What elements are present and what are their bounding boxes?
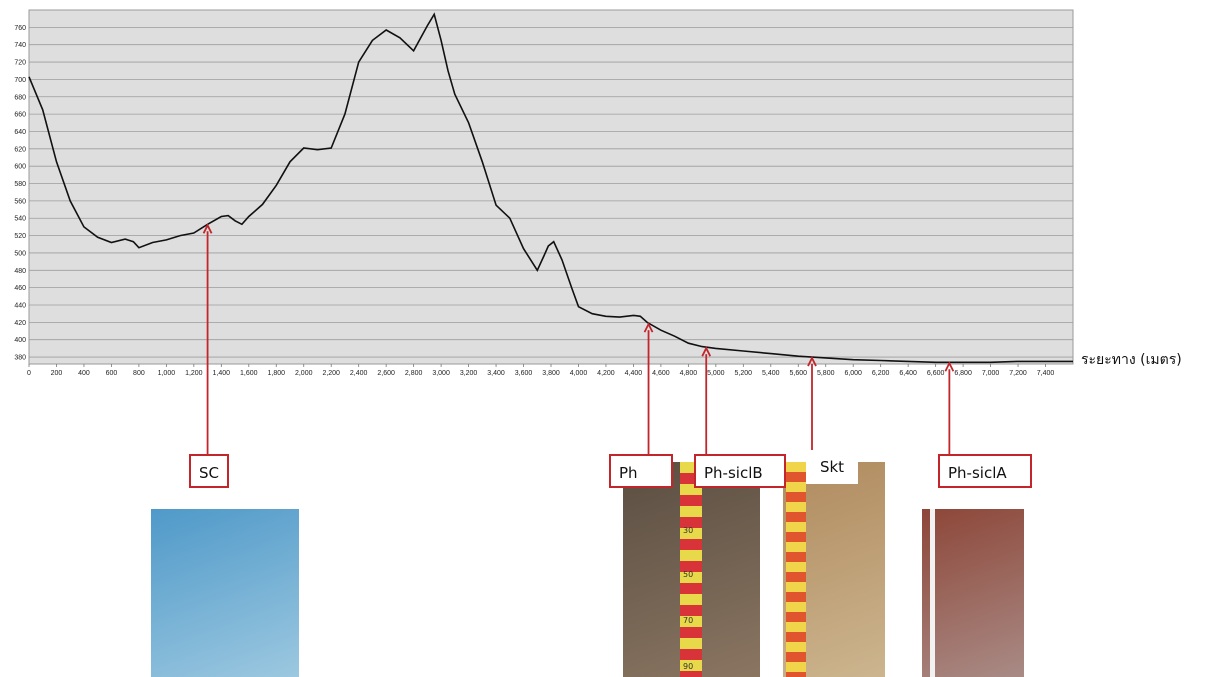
- y-axis-ticks: 380 400 420 440 460 480 500 520 540 560 580 600 620 6…: [14, 25, 26, 362]
- x-tick-label: 7,400: [1037, 370, 1055, 377]
- x-tick-label: 3,600: [515, 370, 533, 377]
- gridlines: [29, 26, 1073, 358]
- y-tick-label: 660: [14, 112, 26, 119]
- x-tick-label: 2,200: [322, 370, 340, 377]
- white-measuring-pole: [930, 509, 935, 677]
- soil-profile-photo-skt: [783, 462, 885, 677]
- x-tick-label: 2,000: [295, 370, 313, 377]
- annotation-arrows: [202, 223, 955, 455]
- x-tick-label: 2,600: [377, 370, 395, 377]
- x-tick-label: 7,200: [1009, 370, 1027, 377]
- x-tick-label: 4,800: [680, 370, 698, 377]
- y-tick-label: 720: [14, 60, 26, 67]
- sky-landscape-photo: [151, 509, 299, 677]
- x-tick-label: 7,000: [982, 370, 1000, 377]
- x-tick-label: 1,600: [240, 370, 258, 377]
- x-tick-label: 4,200: [597, 370, 615, 377]
- x-tick-label: 4,000: [570, 370, 588, 377]
- ruler-label: 70: [683, 616, 694, 625]
- y-tick-label: 420: [14, 320, 26, 327]
- y-tick-label: 680: [14, 94, 26, 101]
- x-tick-label: 2,800: [405, 370, 423, 377]
- soil-profile-photo-ph: 30 50 70 90: [623, 462, 760, 677]
- annotation-arrowhead: [202, 223, 213, 234]
- x-tick-label: 5,600: [789, 370, 807, 377]
- y-tick-label: 520: [14, 233, 26, 240]
- x-tick-label: 5,800: [817, 370, 835, 377]
- x-axis-ticks: 0 200 400 600 800 1,000 1,200 1,400 1,600 1,800 2,…: [27, 364, 1054, 377]
- x-tick-label: 5,400: [762, 370, 780, 377]
- soil-profile-photo-ph-sicla: [922, 509, 1024, 677]
- y-tick-label: 640: [14, 129, 26, 136]
- x-tick-label: 4,600: [652, 370, 670, 377]
- annotation-arrowhead: [944, 361, 955, 372]
- y-tick-label: 560: [14, 198, 26, 205]
- callout-ph-sicla: Ph-siclA: [938, 454, 1032, 488]
- measuring-ruler: [786, 462, 806, 677]
- x-tick-label: 6,200: [872, 370, 890, 377]
- ruler-label: 90: [683, 662, 694, 671]
- x-tick-label: 600: [106, 370, 118, 377]
- elevation-line: [28, 12, 1073, 364]
- annotation-arrowhead: [807, 356, 817, 367]
- x-tick-label: 2,400: [350, 370, 368, 377]
- x-tick-label: 1,400: [213, 370, 231, 377]
- callout-sc: SC: [189, 454, 229, 488]
- ruler-label: 50: [683, 570, 694, 579]
- x-tick-label: 400: [78, 370, 90, 377]
- x-tick-label: 6,000: [844, 370, 862, 377]
- y-tick-label: 740: [14, 42, 26, 49]
- x-tick-label: 3,200: [460, 370, 478, 377]
- x-tick-label: 3,400: [487, 370, 505, 377]
- x-tick-label: 200: [51, 370, 63, 377]
- y-tick-label: 500: [14, 250, 26, 257]
- callout-ph: Ph: [609, 454, 673, 488]
- plot-area: [28, 9, 1074, 365]
- x-tick-label: 800: [133, 370, 145, 377]
- y-tick-label: 440: [14, 303, 26, 310]
- y-tick-label: 540: [14, 216, 26, 223]
- x-tick-label: 4,400: [625, 370, 643, 377]
- y-tick-label: 760: [14, 25, 26, 32]
- x-tick-label: 5,000: [707, 370, 725, 377]
- measuring-ruler: 30 50 70 90: [680, 462, 702, 677]
- y-tick-label: 580: [14, 181, 26, 188]
- callout-skt: Skt: [806, 450, 858, 484]
- x-tick-label: 0: [27, 370, 31, 377]
- y-tick-label: 480: [14, 268, 26, 275]
- annotation-arrowhead: [701, 346, 712, 357]
- x-tick-label: 3,800: [542, 370, 560, 377]
- x-tick-label: 6,600: [927, 370, 945, 377]
- y-tick-label: 700: [14, 77, 26, 84]
- y-tick-label: 600: [14, 164, 26, 171]
- x-tick-label: 3,000: [432, 370, 450, 377]
- y-tick-label: 380: [14, 355, 26, 362]
- x-tick-label: 5,200: [735, 370, 753, 377]
- y-tick-label: 620: [14, 146, 26, 153]
- y-tick-label: 460: [14, 285, 26, 292]
- x-tick-label: 1,000: [158, 370, 176, 377]
- x-axis-title: ระยะทาง (เมตร): [1081, 352, 1182, 368]
- x-tick-label: 1,200: [185, 370, 203, 377]
- x-tick-label: 1,800: [267, 370, 285, 377]
- ruler-label: 30: [683, 526, 694, 535]
- y-tick-label: 400: [14, 337, 26, 344]
- callout-ph-siclb: Ph-siclB: [694, 454, 786, 488]
- x-tick-label: 6,400: [899, 370, 917, 377]
- annotation-arrowhead: [643, 322, 654, 333]
- x-tick-label: 6,800: [954, 370, 972, 377]
